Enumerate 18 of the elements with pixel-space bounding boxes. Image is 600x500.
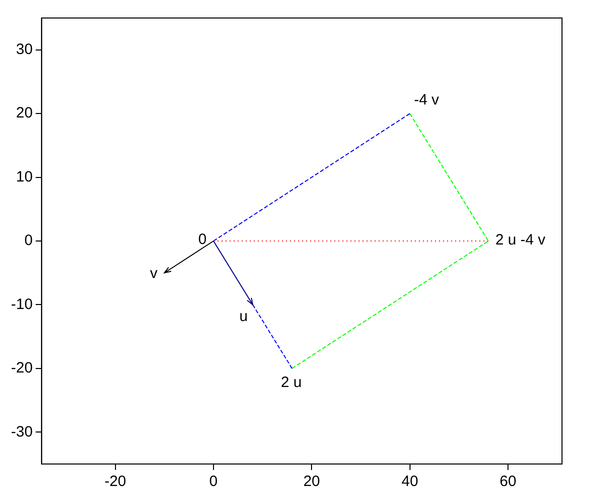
- y-tick-label: -10: [10, 296, 33, 313]
- y-tick-label: -20: [10, 360, 33, 377]
- x-tick-label: 20: [303, 473, 320, 490]
- annotation: v: [150, 264, 158, 282]
- annotation: -4 v: [414, 92, 440, 109]
- annotation: u: [239, 308, 248, 326]
- annotation: 2 u: [280, 374, 302, 392]
- x-tick-label: -20: [104, 473, 126, 490]
- y-tick-label: 10: [16, 168, 33, 186]
- x-tick-label: 0: [209, 473, 218, 490]
- x-tick-label: 40: [401, 473, 418, 490]
- y-tick-label: 20: [16, 104, 33, 122]
- annotation: 0: [198, 230, 207, 248]
- y-tick-label: 30: [16, 41, 33, 58]
- y-tick-label: 0: [24, 232, 33, 250]
- annotation: 2 u -4 v: [495, 232, 546, 249]
- x-tick-label: 60: [500, 473, 516, 490]
- y-tick-label: -30: [10, 423, 33, 440]
